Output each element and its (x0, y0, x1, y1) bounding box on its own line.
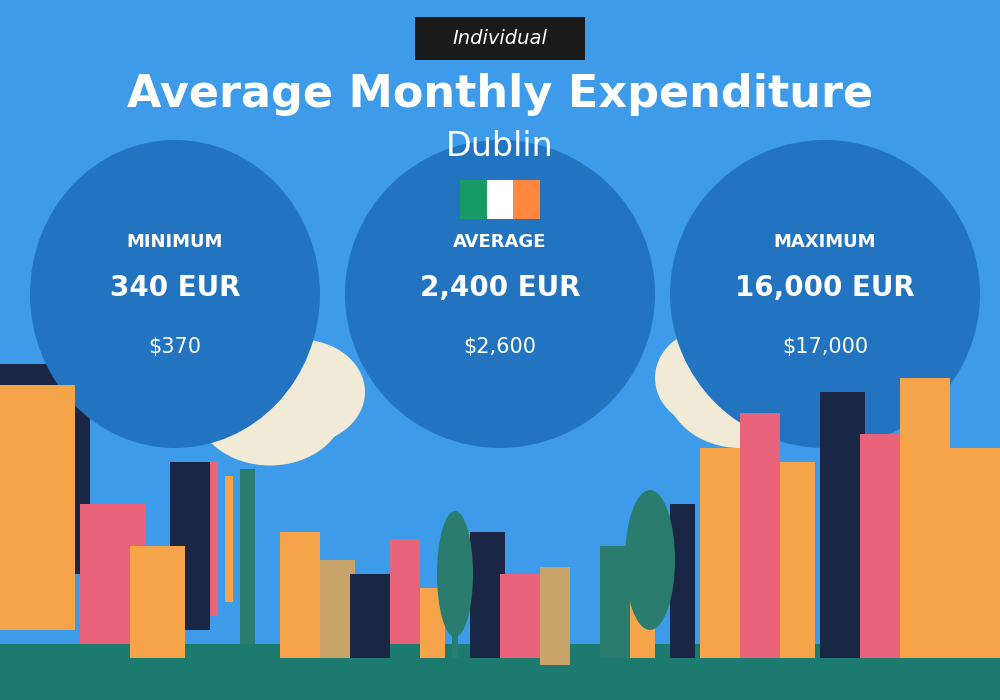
Bar (280, 532, 320, 658)
Bar (860, 434, 900, 658)
Ellipse shape (235, 340, 365, 444)
Bar (240, 469, 255, 644)
Ellipse shape (625, 490, 675, 630)
Text: AVERAGE: AVERAGE (453, 232, 547, 251)
Bar (0, 385, 75, 630)
Bar (820, 392, 865, 658)
Ellipse shape (30, 140, 320, 448)
Text: 2,400 EUR: 2,400 EUR (420, 274, 580, 302)
Bar (470, 532, 505, 658)
Text: 16,000 EUR: 16,000 EUR (735, 274, 915, 302)
Text: MAXIMUM: MAXIMUM (774, 232, 876, 251)
Bar (900, 378, 950, 658)
Bar (80, 504, 145, 644)
Text: $370: $370 (148, 337, 202, 356)
Text: 340 EUR: 340 EUR (110, 274, 240, 302)
Bar (500, 574, 540, 658)
Bar (170, 462, 210, 630)
Bar (350, 574, 390, 658)
Text: $2,600: $2,600 (464, 337, 536, 356)
Ellipse shape (195, 346, 345, 466)
FancyBboxPatch shape (415, 17, 585, 60)
Text: MINIMUM: MINIMUM (127, 232, 223, 251)
Ellipse shape (437, 511, 473, 637)
Bar (210, 462, 218, 616)
Bar (420, 588, 445, 658)
Ellipse shape (185, 354, 295, 444)
Bar (600, 546, 635, 658)
Bar (740, 413, 780, 658)
Bar (0, 644, 1000, 700)
Bar (320, 560, 355, 658)
Text: Dublin: Dublin (446, 130, 554, 164)
Bar (460, 180, 487, 218)
Text: Individual: Individual (453, 29, 547, 48)
Bar (670, 504, 695, 658)
Bar (487, 180, 513, 218)
Bar (390, 539, 420, 644)
Bar (780, 462, 815, 658)
Bar (950, 448, 1000, 658)
Ellipse shape (705, 315, 835, 427)
Bar (700, 448, 740, 658)
Bar (225, 476, 233, 602)
Ellipse shape (345, 140, 655, 448)
Ellipse shape (665, 322, 815, 448)
Bar (0, 364, 90, 574)
Ellipse shape (670, 140, 980, 448)
Bar (130, 546, 185, 658)
Bar (452, 532, 458, 658)
Ellipse shape (655, 329, 765, 427)
Text: Average Monthly Expenditure: Average Monthly Expenditure (127, 73, 873, 116)
Bar (540, 567, 570, 665)
Text: $17,000: $17,000 (782, 337, 868, 356)
Bar (513, 180, 540, 218)
Bar (630, 574, 655, 658)
